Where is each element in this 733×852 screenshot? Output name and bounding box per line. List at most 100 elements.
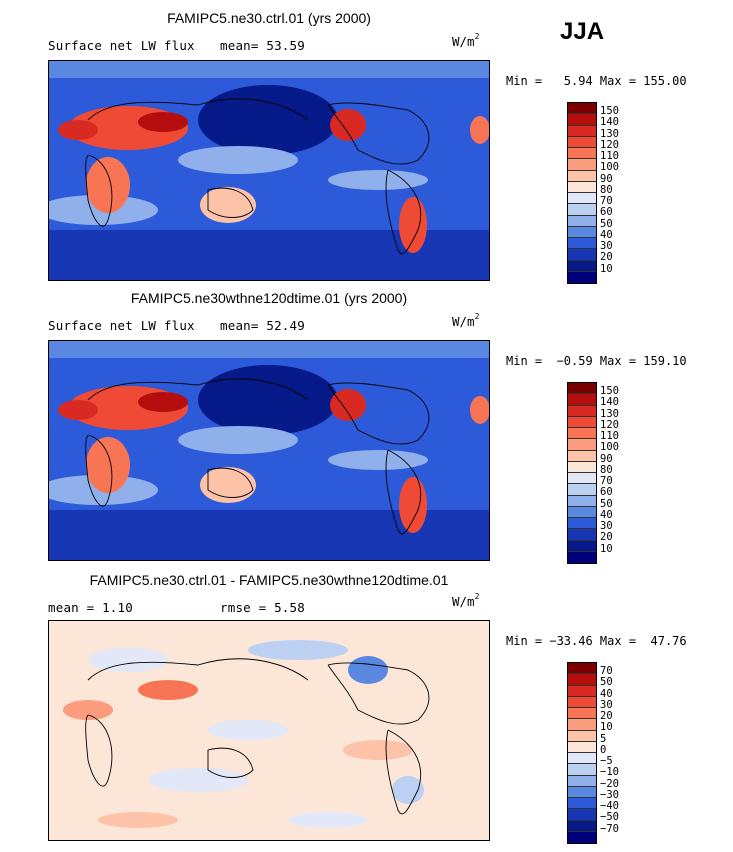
colorbar-label: 40 — [600, 687, 613, 700]
panel-3-unit: W/m2 — [452, 592, 480, 610]
colorbar-swatch — [568, 551, 596, 563]
panel-3-rmse: rmse = 5.58 — [220, 600, 305, 615]
panel-3-minmax: Min = −33.46 Max = 47.76 — [506, 634, 687, 648]
colorbar-swatch — [568, 249, 596, 261]
colorbar-label: −30 — [600, 788, 619, 801]
colorbar-label: 150 — [600, 105, 619, 117]
colorbar-swatch — [568, 685, 596, 697]
colorbar-swatch — [568, 136, 596, 148]
panel-2-map — [48, 340, 490, 561]
colorbar-label: 30 — [600, 520, 613, 532]
panel-1-colorbar-labels: 150 140 130 120 110 100 90 80 70 60 50 40 30 20 10 — [600, 105, 619, 275]
panel-1-variable: Surface net LW flux — [48, 38, 195, 53]
colorbar-label: −40 — [600, 800, 619, 812]
colorbar-label: 120 — [600, 138, 619, 151]
colorbar-swatch — [568, 741, 596, 753]
colorbar-swatch — [568, 663, 596, 675]
panel-2-colorbar-labels: 150 140 130 120 110 100 90 80 70 60 50 40 30 20 10 — [600, 385, 619, 555]
colorbar-swatch — [568, 518, 596, 530]
colorbar-label: 40 — [600, 508, 613, 521]
colorbar-label: −50 — [600, 811, 619, 824]
colorbar-label: 50 — [600, 217, 613, 230]
colorbar-swatch — [568, 103, 596, 115]
colorbar-swatch — [568, 394, 596, 406]
colorbar-swatch — [568, 204, 596, 216]
colorbar-swatch — [568, 271, 596, 283]
colorbar-label: 0 — [600, 743, 607, 756]
colorbar-swatch — [568, 484, 596, 496]
colorbar-swatch — [568, 416, 596, 428]
colorbar-swatch — [568, 540, 596, 552]
colorbar-swatch — [568, 405, 596, 417]
colorbar-swatch — [568, 193, 596, 205]
colorbar-label: −20 — [600, 777, 619, 790]
colorbar-swatch — [568, 831, 596, 843]
colorbar-swatch — [568, 383, 596, 395]
colorbar-swatch — [568, 696, 596, 708]
colorbar-label: 120 — [600, 418, 619, 431]
colorbar-label: 110 — [600, 430, 619, 442]
panel-1-map — [48, 60, 490, 281]
colorbar-label: 130 — [600, 127, 619, 140]
colorbar-label: 80 — [600, 463, 613, 476]
colorbar-swatch — [568, 125, 596, 137]
colorbar-label: 90 — [600, 452, 613, 465]
colorbar-swatch — [568, 461, 596, 473]
colorbar-swatch — [568, 159, 596, 171]
panel-2-title: FAMIPC5.ne30wthne120dtime.01 (yrs 2000) — [130, 290, 408, 306]
colorbar-label: 80 — [600, 183, 613, 196]
colorbar-swatch — [568, 708, 596, 720]
colorbar-label: 50 — [600, 497, 613, 510]
panel-3-title: FAMIPC5.ne30.ctrl.01 - FAMIPC5.ne30wthne… — [89, 572, 449, 588]
colorbar-swatch — [568, 529, 596, 541]
colorbar-label: 30 — [600, 240, 613, 252]
panel-2-variable: Surface net LW flux — [48, 318, 195, 333]
colorbar-swatch — [568, 809, 596, 821]
colorbar-label: 10 — [600, 721, 613, 734]
colorbar-swatch — [568, 181, 596, 193]
colorbar-label: −10 — [600, 766, 619, 779]
colorbar-swatch — [568, 170, 596, 182]
colorbar-swatch — [568, 450, 596, 462]
panel-1-title: FAMIPC5.ne30.ctrl.01 (yrs 2000) — [167, 10, 371, 26]
colorbar-label: 60 — [600, 206, 613, 219]
colorbar-swatch — [568, 495, 596, 507]
colorbar-swatch — [568, 506, 596, 518]
panel-1-colorbar — [567, 102, 597, 284]
colorbar-label: 70 — [600, 475, 613, 487]
colorbar-swatch — [568, 238, 596, 250]
colorbar-swatch — [568, 473, 596, 485]
colorbar-swatch — [568, 428, 596, 440]
panel-1-unit: W/m2 — [452, 32, 480, 50]
colorbar-swatch — [568, 719, 596, 731]
colorbar-label: 70 — [600, 195, 613, 207]
panel-3-colorbar-labels: 70 50 40 30 20 10 5 0 −5 −10 −20 −30 −40 −50 −70 — [600, 665, 619, 835]
panel-3-mean: mean = 1.10 — [48, 600, 133, 615]
colorbar-swatch — [568, 786, 596, 798]
colorbar-swatch — [568, 820, 596, 832]
colorbar-label: 130 — [600, 407, 619, 420]
colorbar-swatch — [568, 114, 596, 126]
colorbar-label: 20 — [600, 710, 613, 722]
colorbar-label: 30 — [600, 698, 613, 711]
panel-1-minmax: Min = 5.94 Max = 155.00 — [506, 74, 687, 88]
colorbar-swatch — [568, 730, 596, 742]
colorbar-label: 40 — [600, 228, 613, 241]
panel-2-colorbar — [567, 382, 597, 564]
colorbar-label: −70 — [600, 822, 619, 835]
colorbar-swatch — [568, 226, 596, 238]
colorbar-swatch — [568, 260, 596, 272]
panel-3-colorbar — [567, 662, 597, 844]
colorbar-label: −5 — [600, 755, 613, 767]
panel-2-minmax: Min = −0.59 Max = 159.10 — [506, 354, 687, 368]
colorbar-label: 60 — [600, 486, 613, 499]
colorbar-swatch — [568, 775, 596, 787]
panel-2-unit: W/m2 — [452, 312, 480, 330]
colorbar-label: 110 — [600, 150, 619, 162]
colorbar-label: 5 — [600, 732, 607, 745]
panel-2-mean: mean= 52.49 — [220, 318, 305, 333]
colorbar-swatch — [568, 148, 596, 160]
colorbar-label: 70 — [600, 665, 613, 677]
colorbar-label: 150 — [600, 385, 619, 397]
colorbar-swatch — [568, 798, 596, 810]
